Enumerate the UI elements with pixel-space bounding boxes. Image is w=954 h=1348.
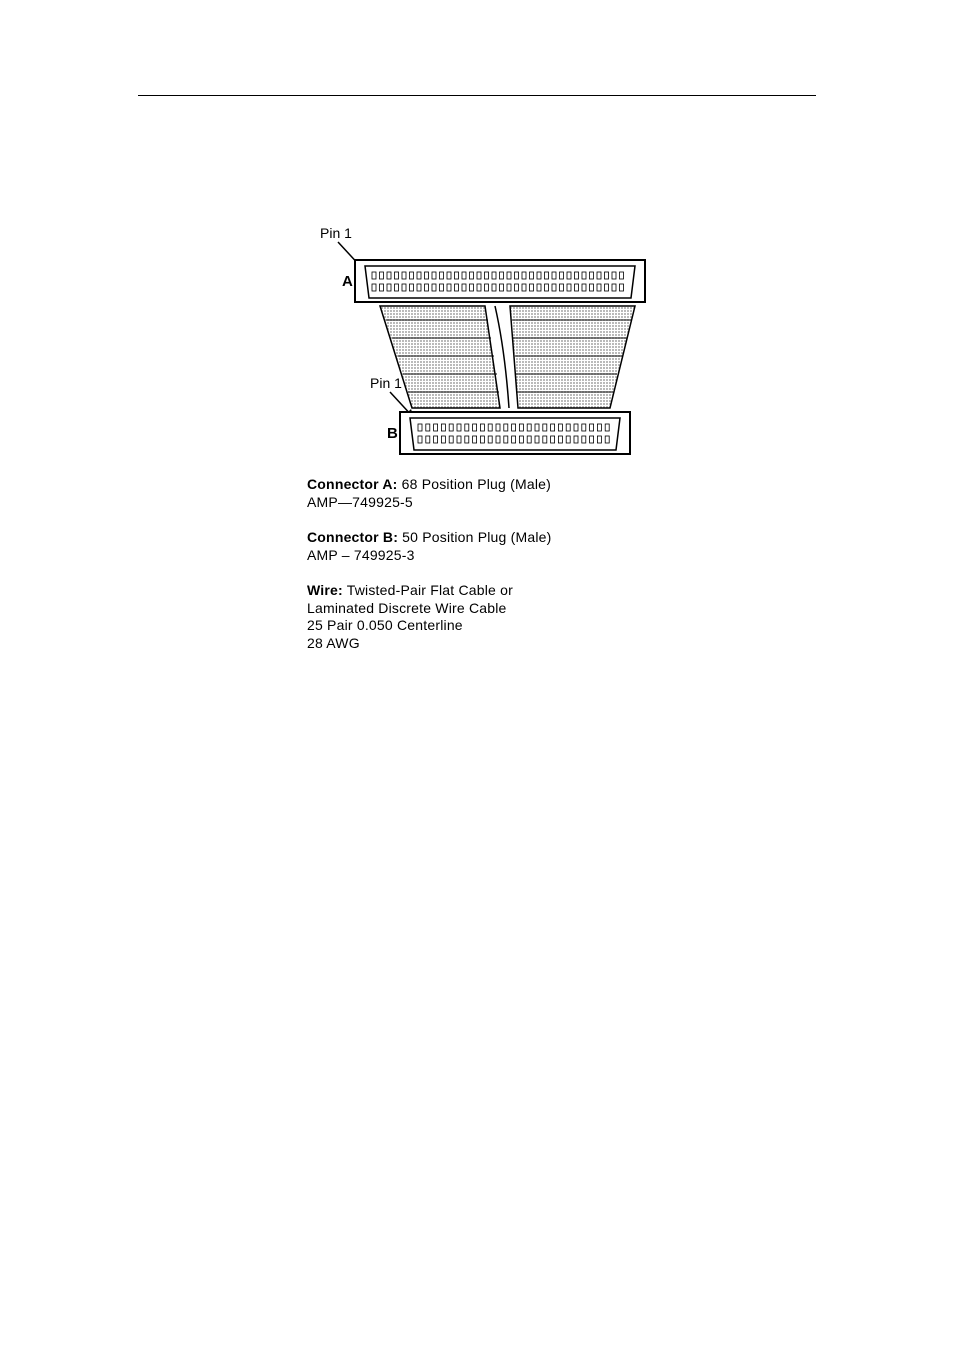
caption-wire-label: Wire:: [307, 582, 343, 598]
diagram-svg: Pin 1 A: [300, 220, 660, 470]
caption-connector-a: Connector A: 68 Position Plug (Male) AMP…: [307, 476, 667, 511]
caption-wire-line4: 28 AWG: [307, 635, 360, 651]
connector-diagram: Pin 1 A: [300, 220, 660, 470]
cable-right: [510, 306, 635, 408]
caption-wire-line1: Twisted-Pair Flat Cable or: [343, 582, 513, 598]
pin1-label-top: Pin 1: [320, 225, 352, 241]
caption-block: Connector A: 68 Position Plug (Male) AMP…: [307, 476, 667, 670]
connector-b-shell: [410, 418, 620, 450]
header-rule: [138, 95, 816, 96]
caption-connector-b-label: Connector B:: [307, 529, 398, 545]
caption-connector-a-part: AMP—749925-5: [307, 494, 413, 510]
caption-connector-b-part: AMP – 749925-3: [307, 547, 415, 563]
caption-connector-b: Connector B: 50 Position Plug (Male) AMP…: [307, 529, 667, 564]
caption-connector-a-desc: 68 Position Plug (Male): [398, 476, 551, 492]
caption-connector-a-label: Connector A:: [307, 476, 398, 492]
caption-connector-b-desc: 50 Position Plug (Male): [398, 529, 551, 545]
connector-b-letter: B: [387, 425, 398, 442]
connector-a-shell: [365, 266, 635, 298]
caption-wire-line3: 25 Pair 0.050 Centerline: [307, 617, 463, 633]
pin1-label-bottom: Pin 1: [370, 375, 402, 391]
connector-a-letter: A: [342, 273, 353, 290]
caption-wire: Wire: Twisted-Pair Flat Cable or Laminat…: [307, 582, 667, 652]
cable-left: [380, 306, 500, 408]
caption-wire-line2: Laminated Discrete Wire Cable: [307, 600, 507, 616]
